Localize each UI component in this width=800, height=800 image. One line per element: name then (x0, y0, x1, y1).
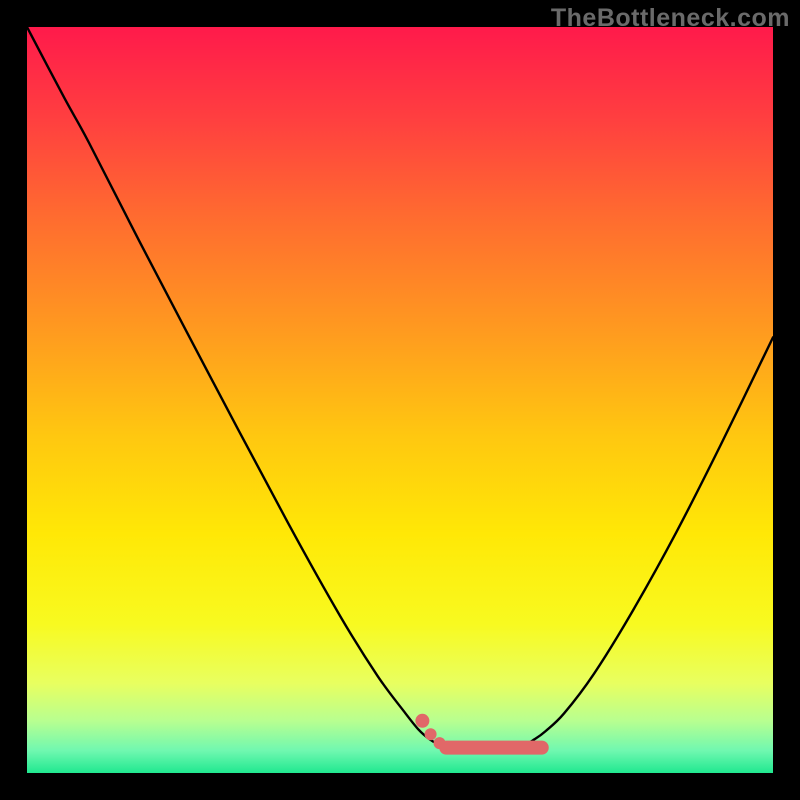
marker-dot-0 (415, 714, 429, 728)
marker-dot-2 (434, 737, 446, 749)
plot-area (27, 27, 773, 773)
marker-dot-1 (425, 728, 437, 740)
chart-frame: TheBottleneck.com (0, 0, 800, 800)
watermark-text: TheBottleneck.com (551, 4, 790, 33)
chart-svg (27, 27, 773, 773)
gradient-bg (27, 27, 773, 773)
